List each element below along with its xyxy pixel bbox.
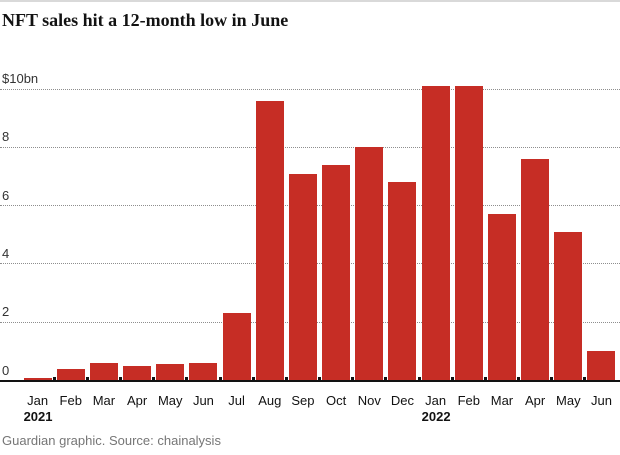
x-axis-label-jun-2022: Jun [590, 393, 612, 408]
x-axis-label-apr-2022: Apr [525, 393, 546, 408]
x-axis-label-sep-2021: Sep [291, 393, 315, 408]
x-axis-tick [251, 377, 255, 380]
bar-jan-2021 [23, 377, 52, 381]
bar-dec-2021 [388, 182, 417, 381]
x-axis-label-apr-2021: Apr [126, 393, 148, 408]
y-axis-label-8: 8 [2, 129, 10, 145]
x-axis-label-may-2022: May [556, 393, 581, 408]
x-axis-tick [450, 377, 454, 380]
bar-nov-2021 [355, 147, 384, 381]
bar-feb-2022 [454, 86, 483, 381]
bar-jun-2021 [189, 363, 218, 381]
x-axis-tick [52, 377, 56, 380]
x-axis-year-label-2021: 2021 [23, 409, 53, 424]
bar-aug-2021 [255, 100, 284, 381]
x-axis-label-jun-2021: Jun [192, 393, 214, 408]
x-axis-label-mar-2021: Mar [92, 393, 116, 408]
x-axis-label-feb-2022: Feb [457, 393, 480, 408]
x-axis-tick [318, 377, 322, 380]
top-border [0, 0, 620, 2]
x-axis-tick [218, 377, 222, 380]
x-axis-tick [483, 377, 487, 380]
x-axis-tick [583, 377, 587, 380]
x-axis-label-aug-2021: Aug [258, 393, 282, 408]
x-axis-tick [417, 377, 421, 380]
x-axis-tick [284, 377, 288, 380]
x-axis-label-oct-2021: Oct [325, 393, 347, 408]
x-axis-tick [152, 377, 156, 380]
x-axis-tick [384, 377, 388, 380]
x-axis-label-mar-2022: Mar [490, 393, 514, 408]
x-axis-tick [119, 377, 122, 380]
x-axis-baseline [0, 380, 620, 382]
x-axis-tick [351, 377, 355, 380]
y-gridline-10 [0, 88, 620, 90]
y-axis-label-10: $10bn [2, 71, 39, 86]
bar-mar-2022 [487, 214, 516, 381]
x-axis-label-may-2021: May [157, 393, 183, 408]
y-axis-label-4: 4 [2, 245, 10, 261]
x-axis-label-jan-2022: Jan [425, 393, 447, 408]
x-axis-tick [550, 377, 554, 380]
y-gridline-8 [0, 146, 620, 148]
bar-may-2021 [156, 364, 185, 381]
source-credit: Guardian graphic. Source: chainalysis [2, 433, 221, 448]
x-axis-year-label-2022: 2022 [421, 409, 451, 424]
bar-jul-2021 [222, 313, 251, 381]
x-axis-label-dec-2021: Dec [390, 393, 414, 408]
bar-mar-2021 [89, 363, 118, 381]
bar-sep-2021 [288, 173, 317, 381]
bar-oct-2021 [322, 164, 351, 381]
bar-may-2022 [554, 231, 583, 381]
y-axis-label-6: 6 [2, 187, 10, 203]
x-axis-tick [85, 377, 89, 380]
x-axis-tick [517, 377, 521, 380]
x-axis-label-feb-2021: Feb [59, 393, 82, 408]
bar-apr-2022 [521, 158, 550, 381]
x-axis-tick [185, 377, 189, 380]
y-axis-label-2: 2 [2, 304, 10, 320]
bar-jun-2022 [587, 351, 616, 381]
chart-title: NFT sales hit a 12-month low in June [2, 10, 289, 30]
bar-apr-2021 [123, 365, 152, 381]
y-axis-label-0: 0 [2, 362, 10, 378]
bar-feb-2021 [56, 368, 85, 381]
x-axis-label-nov-2021: Nov [357, 393, 381, 408]
bar-jan-2022 [421, 86, 450, 381]
x-axis-label-jan-2021: Jan [27, 393, 49, 408]
x-axis-label-jul-2021: Jul [228, 393, 245, 408]
